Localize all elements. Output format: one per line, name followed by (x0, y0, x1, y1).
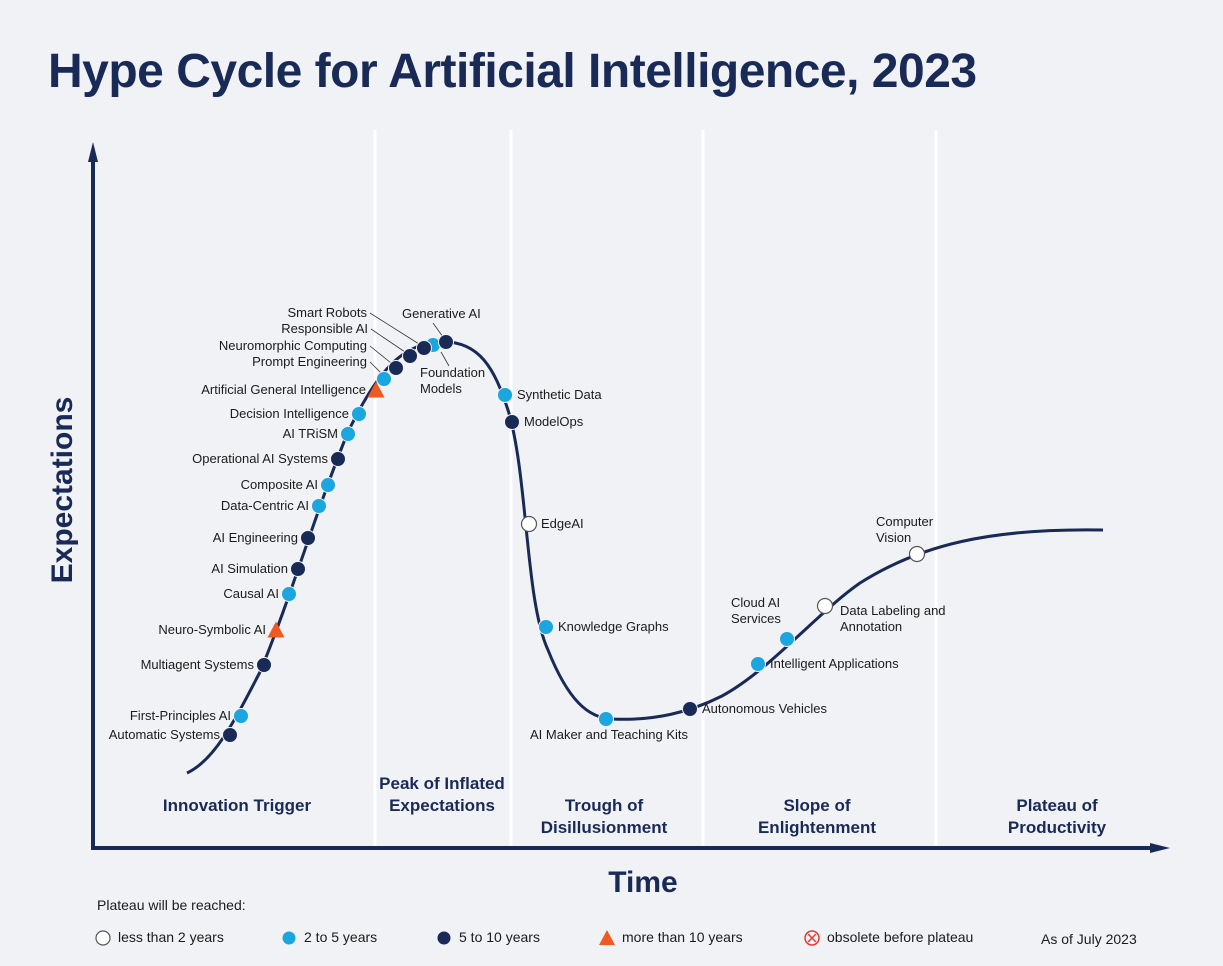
leader-line (369, 361, 383, 375)
marker-circle (779, 631, 795, 647)
technology-label: First-Principles AI (129, 708, 231, 723)
phase-separators (373, 130, 938, 846)
legend-label: less than 2 years (118, 929, 224, 945)
technology-label: AI Engineering (212, 530, 298, 545)
marker-circle (300, 530, 316, 546)
legend-label: 2 to 5 years (304, 929, 378, 945)
technology-label: Operational AI Systems (192, 451, 328, 466)
legend-label: 5 to 10 years (459, 929, 540, 945)
marker-open-circle (908, 545, 926, 563)
marker-circle (497, 387, 513, 403)
technology-label: Automatic Systems (108, 727, 220, 742)
phase-label: Innovation Trigger (162, 796, 312, 815)
marker-cross (807, 933, 817, 943)
marker-circle (436, 930, 452, 946)
y-axis-label: Expectations (46, 396, 79, 584)
technology-label: Prompt Engineering (252, 354, 367, 369)
marker-circle (281, 930, 297, 946)
x-axis-label: Time (608, 866, 678, 899)
leader-line (370, 328, 406, 353)
marker-circle (538, 619, 554, 635)
marker-circle (222, 727, 238, 743)
phase-label: Peak of Inflated Expectations (379, 774, 505, 815)
marker-open-circle (520, 515, 538, 533)
marker-circle (340, 426, 356, 442)
marker-circle (402, 348, 418, 364)
phase-label: Trough of Disillusionment (540, 796, 668, 837)
technology-label: EdgeAI (541, 516, 584, 531)
axes (88, 142, 1170, 853)
phase-label: Slope of Enlightenment (757, 796, 877, 837)
marker-open-circle (816, 597, 834, 615)
technology-label: Responsible AI (281, 321, 368, 336)
technology-label: AI Simulation (211, 561, 288, 576)
technology-label: Knowledge Graphs (558, 619, 669, 634)
marker-circle (233, 708, 249, 724)
marker-circle (388, 360, 404, 376)
phase-label: Plateau of Productivity (1007, 796, 1107, 837)
marker-crossed-circle (804, 930, 820, 946)
technology-label: Composite AI (240, 477, 318, 492)
technology-label: Smart Robots (287, 305, 367, 320)
marker-circle (351, 406, 367, 422)
technology-label: Decision Intelligence (229, 406, 349, 421)
leader-line (369, 312, 420, 345)
legend-label: obsolete before plateau (827, 929, 974, 945)
marker-triangle (599, 930, 615, 945)
technology-label: Synthetic Data (517, 387, 602, 402)
technology-label: Multiagent Systems (140, 657, 254, 672)
technology-label: Causal AI (223, 586, 279, 601)
technology-label: Intelligent Applications (770, 656, 899, 671)
technology-label: Autonomous Vehicles (702, 701, 828, 716)
marker-circle (504, 414, 520, 430)
technology-label: Neuromorphic Computing (218, 338, 367, 353)
technology-label: Data-Centric AI (220, 498, 309, 513)
technology-label: Foundation Models (420, 365, 486, 396)
legend-label: more than 10 years (622, 929, 743, 945)
marker-circle (256, 657, 272, 673)
leader-line (432, 322, 444, 338)
marker-circle (311, 498, 327, 514)
marker-circle (376, 371, 392, 387)
technology-label: ModelOps (524, 414, 584, 429)
technology-label: Neuro-Symbolic AI (158, 622, 266, 637)
marker-circle (320, 477, 336, 493)
marker-circle (438, 334, 454, 350)
marker-circle (682, 701, 698, 717)
technology-label: Generative AI (402, 306, 481, 321)
marker-circle (330, 451, 346, 467)
marker-triangle (367, 381, 385, 398)
technology-label: Data Labeling and Annotation (840, 603, 946, 634)
technology-label: AI TRiSM (282, 426, 338, 441)
marker-circle (750, 656, 766, 672)
marker-circle (281, 586, 297, 602)
as-of-note: As of July 2023 (1041, 931, 1137, 947)
title: Hype Cycle for Artificial Intelligence, … (48, 45, 977, 98)
marker-circle (290, 561, 306, 577)
marker-circle (598, 711, 614, 727)
marker-triangle (267, 621, 285, 638)
technology-label: AI Maker and Teaching Kits (530, 727, 689, 742)
technology-label: Artificial General Intelligence (201, 382, 366, 397)
leader-line (369, 345, 392, 364)
leader-line (440, 351, 450, 367)
marker-circle (416, 340, 432, 356)
technology-label: Computer Vision (876, 514, 934, 545)
technology-label: Cloud AI Services (731, 595, 781, 626)
marker-open-circle (95, 930, 111, 946)
legend-heading: Plateau will be reached: (97, 897, 246, 913)
